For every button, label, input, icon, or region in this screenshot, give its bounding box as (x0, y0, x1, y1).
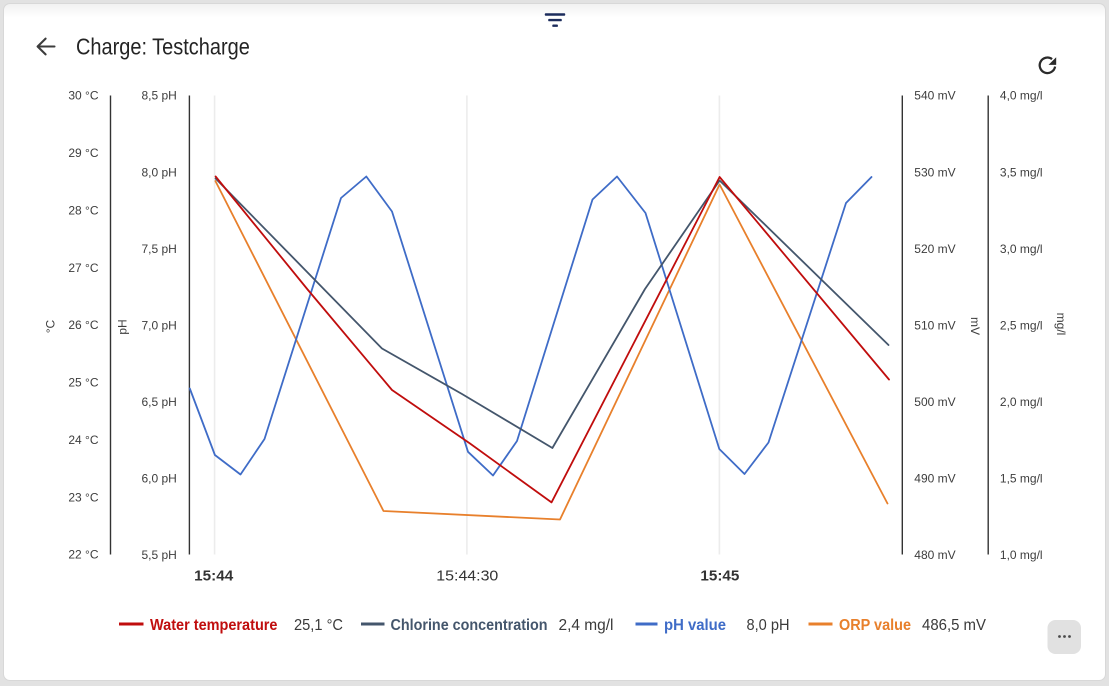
svg-text:520 mV: 520 mV (914, 242, 955, 256)
svg-text:15:44: 15:44 (194, 567, 234, 584)
svg-text:Water temperature: Water temperature (150, 617, 278, 634)
svg-text:486,5 mV: 486,5 mV (922, 617, 987, 634)
svg-text:7,0 pH: 7,0 pH (141, 318, 176, 332)
svg-text:510 mV: 510 mV (914, 318, 955, 332)
svg-text:pH value: pH value (664, 617, 726, 634)
svg-text:3,5 mg/l: 3,5 mg/l (1000, 165, 1043, 179)
svg-text:6,0 pH: 6,0 pH (141, 472, 176, 486)
svg-text:15:45: 15:45 (700, 567, 739, 584)
svg-text:480 mV: 480 mV (914, 548, 955, 562)
svg-text:2,0 mg/l: 2,0 mg/l (1000, 395, 1043, 409)
svg-text:Charge: Testcharge: Charge: Testcharge (76, 34, 250, 60)
svg-text:8,5 pH: 8,5 pH (141, 89, 176, 103)
svg-text:4,0 mg/l: 4,0 mg/l (1000, 89, 1043, 103)
svg-text:mg/l: mg/l (1054, 313, 1068, 336)
svg-text:1,0 mg/l: 1,0 mg/l (1000, 548, 1043, 562)
svg-text:23 °C: 23 °C (68, 490, 98, 504)
svg-text:30 °C: 30 °C (68, 89, 98, 103)
svg-text:3,0 mg/l: 3,0 mg/l (1000, 242, 1043, 256)
svg-text:500 mV: 500 mV (914, 395, 955, 409)
svg-text:26 °C: 26 °C (68, 318, 98, 332)
svg-text:mV: mV (968, 317, 982, 335)
svg-text:ORP value: ORP value (839, 617, 911, 634)
svg-text:25 °C: 25 °C (68, 376, 98, 390)
svg-text:8,0 pH: 8,0 pH (141, 165, 176, 179)
svg-text:2,4 mg/l: 2,4 mg/l (559, 617, 614, 634)
svg-text:1,5 mg/l: 1,5 mg/l (1000, 472, 1043, 486)
svg-text:22 °C: 22 °C (68, 548, 98, 562)
svg-text:29 °C: 29 °C (68, 146, 98, 160)
svg-text:25,1 °C: 25,1 °C (294, 617, 343, 634)
svg-text:15:44:30: 15:44:30 (436, 567, 498, 584)
svg-text:24 °C: 24 °C (68, 433, 98, 447)
svg-text:Chlorine concentration: Chlorine concentration (391, 617, 548, 634)
svg-text:pH: pH (116, 319, 130, 334)
svg-text:490 mV: 490 mV (914, 472, 955, 486)
svg-text:7,5 pH: 7,5 pH (141, 242, 176, 256)
svg-text:27 °C: 27 °C (68, 261, 98, 275)
svg-text:530 mV: 530 mV (914, 165, 955, 179)
svg-text:8,0 pH: 8,0 pH (747, 617, 790, 634)
svg-text:°C: °C (43, 319, 57, 333)
svg-text:540 mV: 540 mV (914, 89, 955, 103)
svg-text:2,5 mg/l: 2,5 mg/l (1000, 318, 1043, 332)
svg-text:6,5 pH: 6,5 pH (141, 395, 176, 409)
svg-text:5,5 pH: 5,5 pH (141, 548, 176, 562)
svg-text:28 °C: 28 °C (68, 203, 98, 217)
